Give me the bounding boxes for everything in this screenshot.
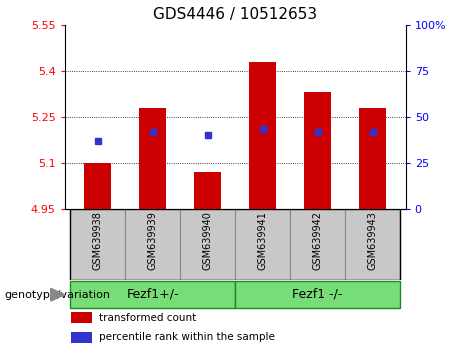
Text: GSM639939: GSM639939 — [148, 211, 158, 270]
Bar — [290, 209, 345, 280]
Text: GSM639938: GSM639938 — [93, 211, 102, 270]
Bar — [84, 163, 111, 209]
Text: GSM639942: GSM639942 — [313, 211, 323, 270]
Text: genotype/variation: genotype/variation — [5, 290, 111, 300]
Bar — [235, 209, 290, 280]
Text: transformed count: transformed count — [99, 313, 196, 322]
Bar — [70, 281, 235, 308]
Text: GSM639940: GSM639940 — [202, 211, 213, 270]
Bar — [249, 62, 277, 209]
Text: GSM639943: GSM639943 — [368, 211, 378, 270]
Text: percentile rank within the sample: percentile rank within the sample — [99, 332, 275, 342]
Bar — [125, 209, 180, 280]
Bar — [359, 108, 386, 209]
Text: Fezf1+/-: Fezf1+/- — [126, 287, 179, 301]
Bar — [139, 108, 166, 209]
Bar — [71, 332, 92, 343]
Bar — [71, 312, 92, 323]
Bar — [304, 92, 331, 209]
Bar — [194, 172, 221, 209]
Bar — [180, 209, 235, 280]
Bar — [235, 281, 400, 308]
Bar — [70, 209, 125, 280]
Text: Fezf1 -/-: Fezf1 -/- — [292, 287, 343, 301]
Title: GDS4446 / 10512653: GDS4446 / 10512653 — [153, 7, 317, 22]
Text: GSM639941: GSM639941 — [258, 211, 268, 270]
Bar — [345, 209, 400, 280]
